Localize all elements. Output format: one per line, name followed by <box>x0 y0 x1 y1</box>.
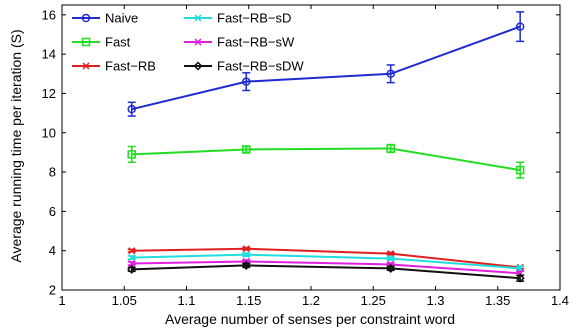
y-tick-label: 4 <box>49 243 56 258</box>
data-point <box>386 69 395 79</box>
legend-label: Fast <box>105 35 131 50</box>
legend-marker <box>194 14 202 22</box>
x-tick-label: 1.1 <box>177 293 195 308</box>
plot-area <box>127 11 525 283</box>
marker-stroke <box>82 62 90 70</box>
x-tick-label: 1.4 <box>551 293 569 308</box>
data-point <box>241 260 251 270</box>
x-tick-label: 1.35 <box>485 293 510 308</box>
legend-entry-4: Fast−RB−sW <box>184 35 295 50</box>
x-tick-label: 1.3 <box>426 293 444 308</box>
legend-marker <box>82 62 90 70</box>
legend-label: Fast−RB−sD <box>217 11 291 26</box>
y-tick-label: 8 <box>49 165 56 180</box>
x-tick-label: 1.2 <box>302 293 320 308</box>
data-point <box>242 245 250 253</box>
legend-entry-2: Fast−RB <box>72 59 156 74</box>
legend-entry-0: Naive <box>72 11 138 26</box>
y-axis-label: Average running time per iteration (S) <box>8 29 24 262</box>
y-tick-label: 14 <box>42 47 56 62</box>
marker-stroke <box>194 38 202 46</box>
legend-label: Fast−RB−sDW <box>217 59 304 74</box>
legend-label: Fast−RB−sW <box>217 35 295 50</box>
marker-stroke <box>242 251 250 259</box>
marker-stroke <box>128 254 136 262</box>
data-point <box>128 254 136 262</box>
marker-stroke <box>387 255 395 263</box>
tick-labels: 1 1.05 1.1 1.15 1.2 1.25 1.3 1.35 1.4 2 4 6 8 10 12 14 1… <box>42 7 570 308</box>
legend-marker <box>194 38 202 46</box>
y-tick-label: 6 <box>49 204 56 219</box>
data-point <box>386 263 396 273</box>
x-tick-label: 1 <box>58 293 65 308</box>
legend-marker <box>81 13 91 23</box>
data-point <box>515 273 525 283</box>
data-point <box>386 144 395 153</box>
data-point <box>515 22 525 31</box>
legend-entry-5: Fast−RB−sDW <box>184 59 304 74</box>
x-tick-label: 1.05 <box>112 293 137 308</box>
data-point <box>127 104 136 114</box>
legend-entry-3: Fast−RB−sD <box>184 11 291 26</box>
legend-entry-1: Fast <box>72 35 131 50</box>
x-axis-label: Average number of senses per constraint … <box>165 311 455 327</box>
marker-stroke <box>128 259 136 267</box>
data-point <box>128 259 136 267</box>
series-line <box>131 147 521 172</box>
data-point <box>128 247 136 255</box>
legend-label: Fast−RB <box>105 59 156 74</box>
data-point <box>127 264 137 274</box>
marker-stroke <box>242 245 250 253</box>
x-tick-label: 1.15 <box>236 293 261 308</box>
data-point <box>387 255 395 263</box>
series-0 <box>127 11 525 117</box>
data-point <box>515 165 525 175</box>
y-tick-label: 16 <box>42 7 56 22</box>
y-tick-label: 12 <box>42 86 56 101</box>
series-line <box>131 260 521 275</box>
legend-marker <box>81 37 91 47</box>
series-line <box>131 253 521 270</box>
data-point <box>242 145 251 154</box>
y-tick-label: 2 <box>49 283 56 298</box>
series-1 <box>127 143 525 179</box>
x-tick-label: 1.25 <box>361 293 386 308</box>
plot-frame <box>61 4 561 291</box>
series-line <box>131 247 521 269</box>
data-point <box>242 77 251 86</box>
legend-label: Naive <box>105 11 138 26</box>
axes <box>61 4 561 291</box>
data-point <box>127 150 136 159</box>
series-line <box>131 264 521 280</box>
legend-marker <box>193 61 203 71</box>
data-point <box>242 251 250 259</box>
y-tick-label: 10 <box>42 125 56 140</box>
marker-stroke <box>128 247 136 255</box>
series-5 <box>127 260 525 283</box>
legend: Naive Fast Fast−RB Fast−RB−sD Fast−RB−sW Fast… <box>72 11 304 74</box>
marker-stroke <box>194 14 202 22</box>
series-line <box>131 25 521 111</box>
